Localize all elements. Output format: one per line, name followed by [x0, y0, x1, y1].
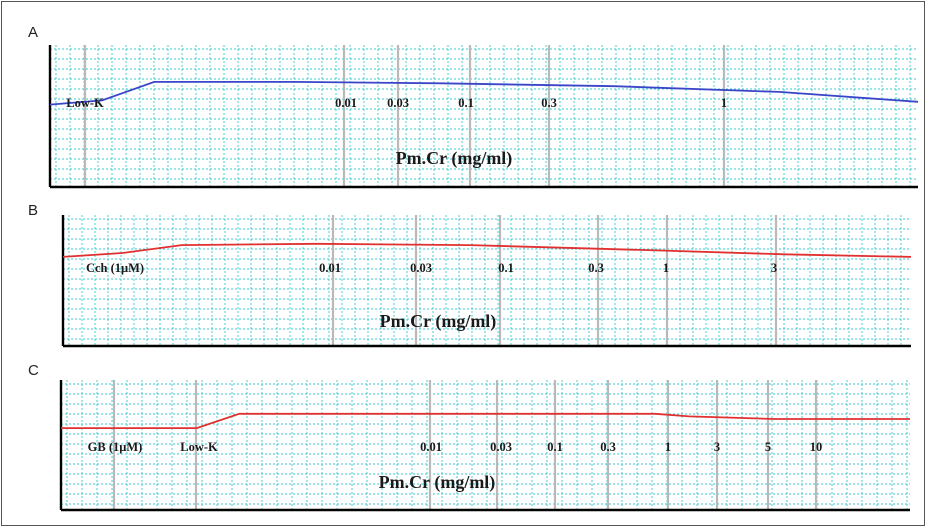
panel-letter-c: C	[28, 362, 39, 379]
annotation-label: 0.03	[490, 440, 512, 454]
annotation-label: 0.1	[547, 440, 563, 454]
annotation-label: Cch (1μM)	[86, 261, 144, 275]
trace-line	[61, 412, 910, 430]
trace-line	[49, 81, 919, 106]
annotation-label: 5	[765, 440, 771, 454]
annotation-label: 3	[714, 440, 720, 454]
grid	[50, 45, 918, 187]
panel-letter-a: A	[28, 24, 38, 41]
annotation-label: 0.1	[498, 261, 514, 275]
annotation-label: 1	[665, 440, 671, 454]
annotation-label: 1	[663, 261, 669, 275]
annotation-label: 0.01	[319, 261, 341, 275]
annotation-label: 0.3	[600, 440, 616, 454]
annotation-label: 0.1	[458, 96, 474, 110]
x-axis-title: Pm.Cr (mg/ml)	[379, 472, 496, 493]
x-axis-title: Pm.Cr (mg/ml)	[396, 148, 513, 169]
annotation-label: 3	[771, 261, 777, 275]
annotation-label: Low-K	[66, 96, 104, 110]
annotation-label: 10	[810, 440, 823, 454]
annotation-label: 1	[721, 96, 727, 110]
annotation-label: Low-K	[180, 440, 218, 454]
panel-b: B Cch (1μM) 0.01 0.03 0.1 0.3 1 3 Pm.Cr (mg/ml)	[28, 202, 912, 348]
panel-a: A Low-K 0.01 0.03 0.1 0.3 1 Pm.Cr (mg/ml)	[28, 24, 919, 189]
panel-letter-b: B	[28, 202, 38, 219]
x-axis-title: Pm.Cr (mg/ml)	[380, 311, 497, 332]
annotation-label: GB (1μM)	[88, 440, 143, 454]
annotation-label: 0.03	[410, 261, 432, 275]
panel-c: C GB (1μM) Low-K 0.01 0.03 0.1 0.3 1 3 5 10 Pm.Cr (…	[28, 362, 910, 512]
trace-line	[62, 242, 912, 258]
annotation-label: 0.01	[335, 96, 357, 110]
annotation-label: 0.03	[387, 96, 409, 110]
annotation-label: 0.3	[541, 96, 557, 110]
annotation-label: 0.01	[420, 440, 442, 454]
annotation-label: 0.3	[588, 261, 604, 275]
grid	[63, 215, 911, 346]
